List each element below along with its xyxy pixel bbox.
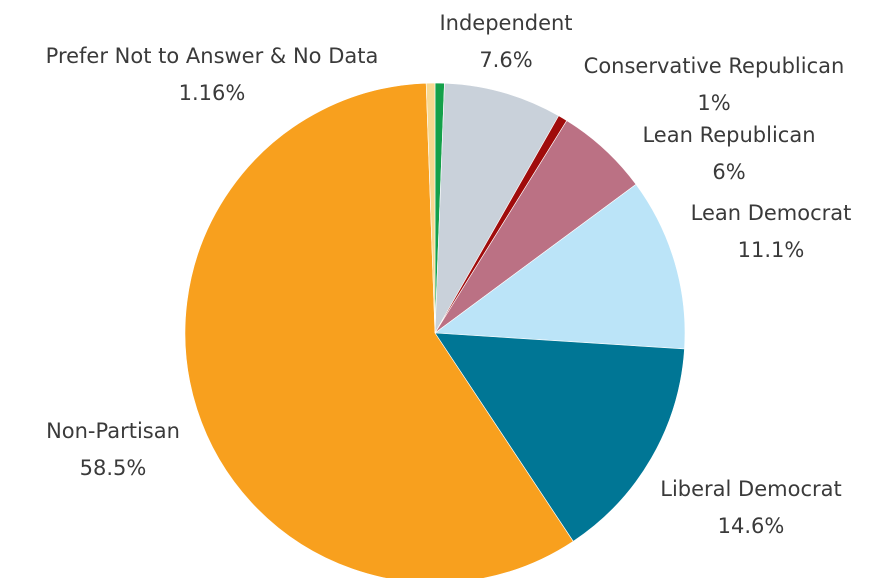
label-lean-democrat-pct: 11.1% [738, 238, 805, 262]
label-non-partisan-name: Non-Partisan [46, 419, 180, 443]
label-conservative-republican-name: Conservative Republican [584, 54, 845, 78]
label-lean-democrat-name: Lean Democrat [691, 201, 852, 225]
pie-slice-liberal-democrat [434, 332, 685, 542]
label-conservative-republican-pct: 1% [697, 91, 730, 115]
pie-slice-independent [434, 82, 560, 334]
label-independent-name: Independent [439, 11, 572, 35]
label-prefer-not-pct: 1.16% [179, 81, 246, 105]
label-lean-republican-name: Lean Republican [642, 123, 815, 147]
pie-slice-non-partisan [184, 82, 574, 578]
label-independent-pct: 7.6% [479, 48, 532, 72]
label-liberal-democrat-name: Liberal Democrat [660, 477, 841, 501]
label-prefer-not-name: Prefer Not to Answer & No Data [46, 44, 379, 68]
pie-slices [184, 82, 686, 578]
pie-slice-lean-democrat [434, 183, 686, 350]
pie-slice-no-data [425, 82, 436, 334]
pie-labels: Independent 7.6% Prefer Not to Answer & … [46, 11, 852, 538]
label-non-partisan-pct: 58.5% [80, 456, 147, 480]
label-liberal-democrat-pct: 14.6% [718, 514, 785, 538]
label-lean-republican-pct: 6% [712, 160, 745, 184]
